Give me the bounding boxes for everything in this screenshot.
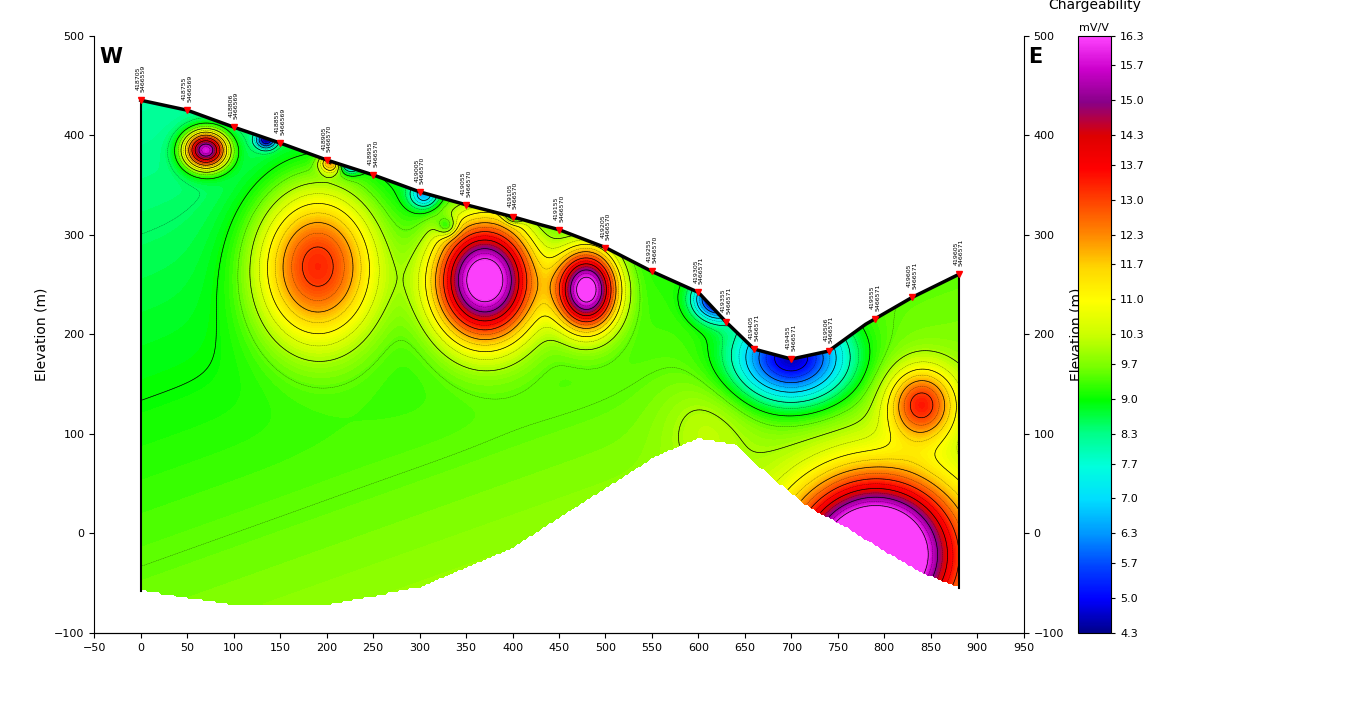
Text: mV/V: mV/V bbox=[1079, 23, 1110, 33]
Text: 418755
5466569: 418755 5466569 bbox=[182, 75, 193, 102]
Text: 419405
5466571: 419405 5466571 bbox=[749, 314, 760, 341]
Text: 419105
5466570: 419105 5466570 bbox=[508, 181, 517, 209]
Text: Chargeability: Chargeability bbox=[1048, 0, 1141, 11]
Y-axis label: Elevation (m): Elevation (m) bbox=[1070, 287, 1083, 381]
Text: 419355
5466571: 419355 5466571 bbox=[721, 287, 731, 314]
Text: E: E bbox=[1028, 48, 1043, 68]
Text: 418905
5466570: 418905 5466570 bbox=[322, 124, 331, 152]
Text: 418955
5466570: 418955 5466570 bbox=[368, 139, 379, 167]
Text: 419205
5466570: 419205 5466570 bbox=[601, 212, 610, 240]
Text: 419305
5466571: 419305 5466571 bbox=[694, 257, 703, 284]
Text: 419455
5466571: 419455 5466571 bbox=[787, 324, 796, 351]
Text: 419555
5466571: 419555 5466571 bbox=[870, 284, 880, 311]
Text: 419255
5466570: 419255 5466570 bbox=[647, 236, 657, 264]
Text: 419605
5466571: 419605 5466571 bbox=[954, 239, 964, 267]
Text: 419605
5466571: 419605 5466571 bbox=[907, 262, 917, 289]
Text: 419005
5466570: 419005 5466570 bbox=[415, 156, 424, 184]
Text: 419506
5466571: 419506 5466571 bbox=[823, 316, 834, 343]
Y-axis label: Elevation (m): Elevation (m) bbox=[35, 287, 48, 381]
Text: 419155
5466570: 419155 5466570 bbox=[554, 194, 564, 222]
Text: 418855
5466569: 418855 5466569 bbox=[275, 107, 286, 135]
Text: 418705
5466559: 418705 5466559 bbox=[136, 65, 145, 92]
Text: 419055
5466570: 419055 5466570 bbox=[461, 169, 471, 197]
Text: W: W bbox=[98, 48, 123, 68]
Text: 418806
5466569: 418806 5466569 bbox=[229, 92, 238, 119]
